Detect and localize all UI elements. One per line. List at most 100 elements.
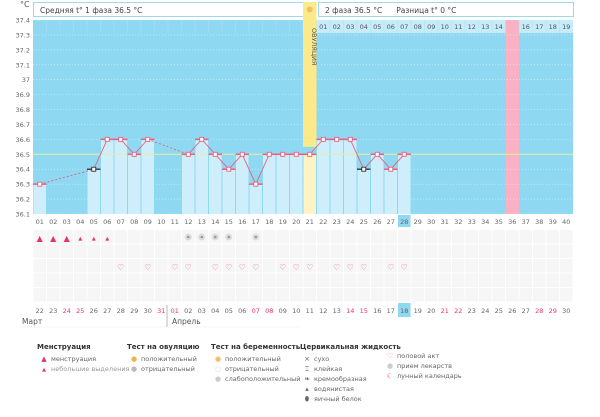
event-cell	[465, 273, 478, 287]
temperature-line-segment	[120, 139, 135, 155]
event-cell	[74, 288, 87, 302]
event-cell	[249, 273, 262, 287]
y-tick-label: 36.2	[16, 196, 30, 204]
negative-test-icon: ●	[130, 365, 138, 373]
legend-title: Цервикальная жидкость	[300, 343, 401, 351]
temperature-line-segment	[93, 139, 108, 170]
next-cycle-day-label: 07	[400, 23, 408, 31]
date-label: 01	[171, 307, 179, 315]
event-cell	[479, 288, 492, 302]
event-cell	[438, 273, 451, 287]
next-cycle-day-label: 02	[333, 23, 341, 31]
date-label: 19	[414, 307, 422, 315]
event-cell	[155, 259, 168, 273]
cycle-day-label: 10	[157, 218, 165, 226]
event-cell	[195, 244, 208, 258]
event-cell	[128, 288, 141, 302]
next-cycle-day-label: 08	[414, 23, 422, 31]
temperature-bar	[236, 154, 249, 214]
y-tick-label: 37.2	[16, 46, 30, 54]
legend-item: отрицательный	[225, 365, 279, 373]
ovulation-label: ОВУЛЯЦИЯ	[310, 28, 318, 65]
event-cell	[452, 244, 465, 258]
temperature-bar	[222, 169, 235, 214]
cycle-day-label: 40	[562, 218, 570, 226]
temperature-bar	[344, 139, 357, 214]
event-cell	[128, 244, 141, 258]
event-cell	[303, 259, 316, 273]
cycle-day-label: 12	[184, 218, 192, 226]
event-cell	[357, 273, 370, 287]
event-cell	[114, 230, 127, 244]
event-cell	[344, 288, 357, 302]
y-tick-label: 36.1	[16, 211, 30, 219]
cycle-day-label: 20	[292, 218, 300, 226]
event-cell	[357, 288, 370, 302]
temperature-point	[104, 136, 110, 142]
event-cell	[263, 230, 276, 244]
event-cell	[182, 244, 195, 258]
event-cell	[33, 288, 46, 302]
event-cell	[317, 288, 330, 302]
event-cell	[290, 230, 303, 244]
event-cell	[492, 230, 505, 244]
heart-icon: ♡	[117, 263, 124, 272]
event-cell	[506, 259, 519, 273]
temperature-point	[212, 151, 218, 157]
temperature-point	[334, 136, 340, 142]
event-cell	[168, 244, 181, 258]
event-cell	[411, 259, 424, 273]
event-cell	[398, 244, 411, 258]
spotting-icon: ▲	[105, 236, 109, 242]
next-cycle-day-label: 17	[535, 23, 543, 31]
temperature-bar	[371, 154, 384, 214]
event-cell	[303, 273, 316, 287]
event-cell	[114, 273, 127, 287]
next-cycle-day-label: 10	[441, 23, 449, 31]
event-cell	[74, 273, 87, 287]
pregnancy-negative-icon: ○	[214, 365, 222, 373]
event-cell	[222, 273, 235, 287]
cycle-day-label: 06	[103, 218, 111, 226]
event-cell	[128, 259, 141, 273]
next-cycle-day-label: 03	[346, 23, 354, 31]
date-label: 30	[562, 307, 570, 315]
event-cell	[33, 244, 46, 258]
cycle-day-label: 39	[549, 218, 557, 226]
cycle-day-label: 01	[36, 218, 44, 226]
event-cell	[371, 259, 384, 273]
date-label: 17	[387, 307, 395, 315]
event-cell	[438, 288, 451, 302]
event-cell	[371, 288, 384, 302]
event-cell	[398, 230, 411, 244]
cycle-day-label: 36	[508, 218, 516, 226]
cycle-day-label: 16	[238, 218, 246, 226]
heart-icon: ♡	[144, 263, 151, 272]
menstruation-icon: ▲	[41, 355, 47, 363]
watery-icon: ▴	[305, 385, 309, 393]
event-cell	[101, 230, 114, 244]
next-cycle-start-column	[505, 20, 519, 214]
event-cell	[425, 259, 438, 273]
pregnancy-positive-icon: ●	[214, 355, 222, 363]
temperature-bar	[114, 139, 127, 214]
temperature-line-segment	[241, 154, 257, 185]
spotting-icon: ▲	[78, 236, 82, 242]
event-cell	[452, 273, 465, 287]
cycle-day-label: 26	[373, 218, 381, 226]
date-label: 16	[373, 307, 381, 315]
cycle-day-label: 34	[481, 218, 489, 226]
today-highlight	[398, 303, 411, 317]
event-cell	[519, 244, 532, 258]
temperature-point	[185, 151, 191, 157]
cycle-day-label: 33	[468, 218, 476, 226]
next-cycle-day-label: 11	[454, 23, 462, 31]
legend-item: кремообразная	[314, 375, 367, 383]
event-cell	[560, 259, 573, 273]
event-cell	[560, 230, 573, 244]
y-tick-label: 37.3	[16, 31, 30, 39]
ovulation-test-negative-dot	[213, 235, 217, 239]
event-cell	[249, 259, 262, 273]
next-cycle-day-label: 18	[549, 23, 557, 31]
event-cell	[546, 230, 559, 244]
